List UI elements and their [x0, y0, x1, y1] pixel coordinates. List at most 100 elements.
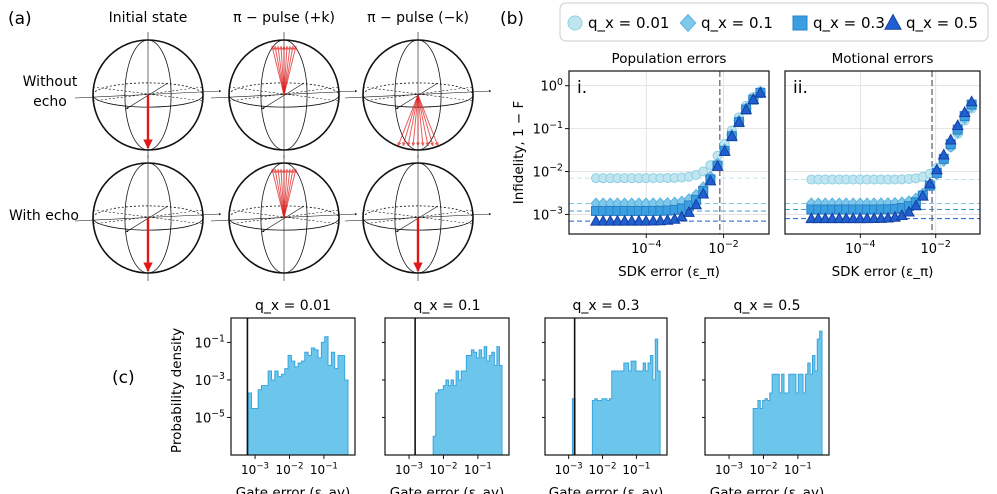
data-point	[682, 205, 695, 217]
panel-label-a: (a)	[8, 9, 32, 29]
histogram-bars	[591, 338, 661, 456]
state-vector	[283, 168, 298, 219]
data-point	[690, 198, 703, 210]
x-axis-label: SDK error (ε_π)	[832, 264, 934, 280]
legend-label: q_x = 0.01	[588, 14, 669, 33]
histogram-bars	[752, 330, 823, 456]
data-point	[711, 159, 724, 171]
equator-back	[228, 82, 340, 96]
histogram-1: 10−3 10−2 10−1 q_x = 0.1 Gate error (ε_av)	[382, 298, 510, 494]
data-point	[958, 106, 971, 117]
plot-frame	[384, 317, 510, 456]
x-axis-label: Gate error (ε_av)	[549, 485, 663, 494]
plane-line	[362, 86, 474, 102]
x-tick-label: 10−2	[708, 239, 738, 257]
x-tick-label: 10−2	[589, 462, 617, 477]
histogram-3: 10−3 10−2 10−1 q_x = 0.5 Gate error (ε_av)	[702, 298, 830, 494]
bloch-title-minus-k: π − pulse (−k)	[367, 10, 469, 26]
histogram-title: q_x = 0.3	[572, 298, 639, 314]
histogram-title: q_x = 0.1	[413, 298, 480, 314]
legend-item-1: q_x = 0.1	[679, 13, 773, 33]
data-point	[618, 214, 631, 226]
bloch-title-initial: Initial state	[109, 10, 188, 26]
histogram-title: q_x = 0.01	[255, 298, 331, 314]
data-point	[718, 144, 731, 156]
y-axis	[344, 89, 492, 99]
scatter-panel-i: 10−4 10−2 10−3 10−2 10−1 100 Population errors…	[511, 51, 770, 280]
data-point	[909, 199, 922, 211]
data-point	[916, 189, 929, 201]
panel-label-c: (c)	[112, 368, 135, 388]
x-tick-label: 10−3	[715, 462, 743, 477]
state-vector	[417, 94, 425, 147]
panel-title: Motional errors	[832, 51, 934, 67]
data-point	[965, 95, 978, 107]
y-axis	[74, 89, 222, 99]
data-point	[902, 205, 915, 217]
data-point	[632, 214, 645, 226]
y-tick-label: 10−1	[195, 334, 225, 352]
data-point	[704, 174, 717, 186]
x-tick-label: 10−2	[921, 239, 951, 257]
x-tick-label: 10−2	[749, 462, 777, 477]
bloch-sphere-4	[210, 155, 358, 281]
panel-title: Population errors	[612, 51, 727, 67]
panel-tag: i.	[577, 78, 587, 98]
legend-marker	[884, 13, 902, 30]
state-vector	[411, 94, 419, 147]
legend-box	[559, 2, 989, 42]
plane-line	[228, 86, 340, 102]
plot-frame	[544, 317, 668, 456]
plane-line	[92, 86, 204, 102]
plot-frame	[568, 70, 770, 235]
x-tick-label: 10−2	[275, 462, 303, 477]
equator-back	[362, 82, 474, 96]
data-point	[597, 214, 610, 226]
histogram-bars	[247, 336, 349, 456]
y-tick-label: 10−2	[533, 163, 563, 181]
x-axis-label: Gate error (ε_av)	[236, 485, 350, 494]
state-vector	[417, 94, 434, 147]
y-tick-label: 10−3	[195, 371, 225, 389]
x-tick-label: 10−2	[429, 462, 457, 477]
y-tick-label: 10−3	[533, 206, 563, 224]
y-axis	[74, 212, 222, 222]
data-point	[698, 166, 709, 177]
data-point	[604, 214, 617, 226]
x-tick-label: 10−3	[241, 462, 269, 477]
y-axis-label: Probability density	[169, 328, 185, 453]
data-point	[625, 214, 638, 226]
plane-line	[228, 209, 340, 225]
data-point	[611, 214, 624, 226]
data-point	[930, 163, 943, 175]
bloch-title-plus-k: π − pulse (+k)	[233, 10, 335, 26]
data-point	[951, 119, 964, 131]
x-tick-label: 10−1	[784, 462, 812, 477]
row-label-without-2: echo	[33, 94, 67, 110]
x-tick-label: 10−1	[464, 462, 492, 477]
bloch-sphere-0	[74, 32, 222, 158]
legend-item-3: q_x = 0.5	[884, 13, 978, 33]
series-3	[805, 95, 978, 224]
x-tick-label: 10−4	[845, 239, 875, 257]
plane-line	[362, 209, 474, 225]
legend-label: q_x = 0.1	[701, 14, 773, 33]
x-axis	[261, 205, 305, 233]
legend-marker	[567, 15, 583, 31]
plot-frame	[704, 317, 830, 456]
plane-line	[92, 209, 204, 225]
legend-label: q_x = 0.3	[813, 14, 885, 33]
y-tick-label: 100	[541, 77, 564, 95]
equator-back	[362, 205, 474, 219]
scatter-panel-ii: 10−4 10−2 Motional errors ii. SDK error (ε_π…	[784, 51, 981, 280]
plane-line	[228, 86, 340, 102]
histogram-2: 10−3 10−2 10−1 q_x = 0.3 Gate error (ε_av)	[542, 298, 668, 494]
data-point	[740, 103, 753, 115]
bloch-sphere-1	[210, 32, 358, 158]
equator-back	[92, 205, 204, 219]
data-point	[640, 214, 653, 226]
data-point	[732, 115, 746, 127]
legend-item-0: q_x = 0.01	[567, 14, 669, 33]
x-tick-label: 10−1	[622, 462, 650, 477]
bloch-sphere-3	[74, 155, 222, 281]
